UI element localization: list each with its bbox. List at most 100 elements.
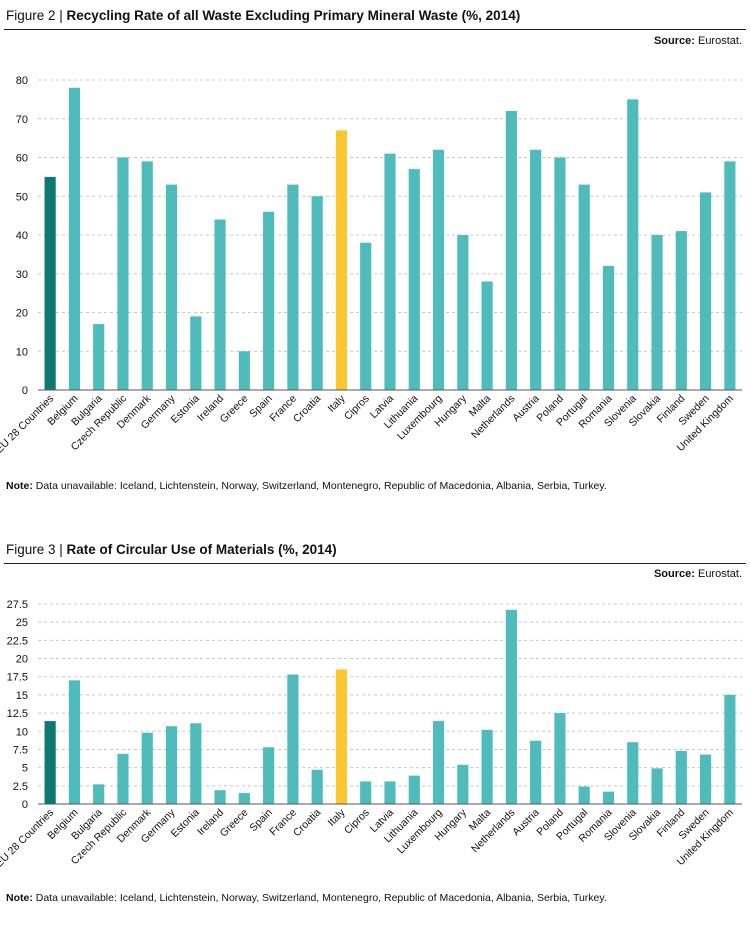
chart-3-y-tick-label: 17.5 bbox=[7, 672, 28, 684]
chart-2-bar-eu-28-countries bbox=[44, 176, 56, 390]
chart-3-bar-france bbox=[287, 674, 299, 804]
chart-2-bar-poland bbox=[554, 157, 566, 390]
chart-2-bar-bulgaria bbox=[93, 324, 105, 390]
chart-3-y-tick-label: 20 bbox=[16, 654, 28, 666]
chart-2-y-tick-label: 80 bbox=[16, 75, 28, 87]
chart-2-bar-cipros bbox=[360, 242, 372, 390]
chart-3-bar-eu-28-countries bbox=[44, 721, 56, 804]
chart-3-y-tick-label: 10 bbox=[16, 726, 28, 738]
chart-2-bar-latvia bbox=[384, 153, 396, 390]
chart-2-bar-austria bbox=[530, 149, 542, 390]
chart-3-bar-bulgaria bbox=[93, 784, 105, 804]
figure-3-title: Figure 3 | Rate of Circular Use of Mater… bbox=[6, 542, 337, 557]
figure-2-note-label: Note: bbox=[6, 480, 33, 492]
chart-3-bar-slovenia bbox=[627, 742, 639, 804]
chart-2-y-tick-label: 30 bbox=[16, 269, 28, 281]
chart-3-bar-portugal bbox=[578, 786, 590, 804]
figure-2-title: Figure 2 | Recycling Rate of all Waste E… bbox=[6, 8, 520, 23]
figure-3-note: Note: Data unavailable: Iceland, Lichten… bbox=[6, 892, 607, 904]
chart-2-bar-croatia bbox=[311, 196, 323, 390]
chart-3-x-tick-label: Croatia bbox=[291, 807, 324, 840]
figure-3-note-label: Note: bbox=[6, 892, 33, 904]
figure-2-note: Note: Data unavailable: Iceland, Lichten… bbox=[6, 480, 607, 492]
chart-3-bar-denmark bbox=[141, 732, 153, 804]
figure-2-title-text: Recycling Rate of all Waste Excluding Pr… bbox=[66, 8, 521, 23]
chart-2-y-tick-label: 50 bbox=[16, 191, 28, 203]
chart-3-bar-poland bbox=[554, 713, 566, 804]
chart-3-y-tick-label: 2.5 bbox=[13, 781, 28, 793]
figure-2-title-rule bbox=[4, 29, 746, 30]
chart-3-bar-czech-republic bbox=[117, 753, 129, 804]
chart-3-y-tick-label: 5 bbox=[22, 763, 28, 775]
figure-2-source: Source: Eurostat. bbox=[654, 35, 742, 47]
chart-2-bar-italy bbox=[335, 130, 348, 390]
figure-2-note-text: Data unavailable: Iceland, Lichtenstein,… bbox=[32, 480, 607, 492]
chart-2-x-tick-label: Cipros bbox=[342, 393, 372, 423]
chart-3-y-tick-label: 25 bbox=[16, 617, 28, 629]
chart-3-bar-latvia bbox=[384, 781, 396, 804]
chart-3-bar-finland bbox=[675, 750, 687, 804]
chart-2-bar-hungary bbox=[457, 235, 469, 390]
chart-2-bar-romania bbox=[602, 266, 615, 390]
chart-3-bar-belgium bbox=[68, 680, 80, 804]
chart-2-bar-slovakia bbox=[651, 235, 663, 390]
chart-3-bar-greece bbox=[238, 793, 250, 804]
chart-3-bar-estonia bbox=[190, 723, 202, 804]
figure-2-source-value: Eurostat. bbox=[694, 35, 742, 47]
chart-3-bar-romania bbox=[602, 791, 615, 804]
chart-2-bar-spain bbox=[263, 211, 275, 390]
chart-3-bar-italy bbox=[335, 669, 348, 804]
chart-2-bar-belgium bbox=[68, 87, 80, 390]
chart-3-bar-united-kingdom bbox=[724, 694, 736, 804]
chart-3-y-tick-label: 15 bbox=[16, 690, 28, 702]
chart-3-x-tick-label: Greece bbox=[218, 807, 251, 840]
chart-2-bar-slovenia bbox=[627, 99, 639, 390]
chart-2-bar-portugal bbox=[578, 184, 590, 390]
chart-3-y-tick-label: 12.5 bbox=[7, 708, 28, 720]
chart-2-bar-malta bbox=[481, 281, 493, 390]
chart-3-bar-malta bbox=[481, 729, 493, 804]
chart-2-y-tick-label: 40 bbox=[16, 230, 28, 242]
chart-2-y-tick-label: 10 bbox=[16, 346, 28, 358]
chart-3-bar-ireland bbox=[214, 790, 226, 804]
chart-2-bar-denmark bbox=[141, 161, 153, 390]
chart-2-y-tick-label: 20 bbox=[16, 308, 28, 320]
chart-2-x-tick-label: EU 28 Countries bbox=[0, 393, 56, 456]
chart-3-bar-hungary bbox=[457, 764, 469, 804]
figure-3-note-text: Data unavailable: Iceland, Lichtenstein,… bbox=[32, 892, 607, 904]
figure-3-title-rule bbox=[4, 563, 746, 564]
chart-2-bar-ireland bbox=[214, 219, 226, 390]
chart-3-bar-spain bbox=[263, 747, 275, 804]
chart-2-bar-united-kingdom bbox=[724, 161, 736, 390]
chart-2-bar-finland bbox=[675, 231, 687, 390]
chart-2-x-tick-label: Croatia bbox=[291, 393, 324, 426]
chart-3-y-tick-label: 0 bbox=[22, 799, 28, 811]
figure-2-number: Figure 2 | bbox=[6, 8, 67, 23]
chart-2-x-tick-label: Greece bbox=[218, 393, 251, 426]
chart-2-bar-sweden bbox=[700, 192, 712, 390]
chart-3-y-tick-label: 27.5 bbox=[7, 599, 28, 611]
chart-3-x-tick-label: Cipros bbox=[342, 807, 372, 837]
figure-3-title-text: Rate of Circular Use of Materials (%, 20… bbox=[66, 542, 337, 557]
chart-3-x-tick-label: EU 28 Countries bbox=[0, 807, 56, 870]
chart-2-y-tick-label: 0 bbox=[22, 385, 28, 397]
chart-3-y-tick-label: 7.5 bbox=[13, 744, 28, 756]
chart-3-bar-luxembourg bbox=[432, 721, 445, 804]
figure-3-source: Source: Eurostat. bbox=[654, 568, 742, 580]
chart-2-bar-germany bbox=[165, 184, 178, 390]
figure-3-number: Figure 3 | bbox=[6, 542, 67, 557]
chart-2-bar-lithuania bbox=[408, 169, 420, 390]
chart-3-bar-croatia bbox=[311, 769, 323, 804]
chart-3-bar-sweden bbox=[700, 754, 712, 804]
figure-2-source-label: Source: bbox=[653, 35, 695, 47]
chart-2-bar-czech-republic bbox=[117, 157, 129, 390]
chart-3-bar-lithuania bbox=[408, 775, 420, 804]
chart-3-bar-cipros bbox=[360, 781, 372, 804]
chart-3-y-tick-label: 22.5 bbox=[7, 635, 28, 647]
chart-2-bar-greece bbox=[238, 351, 250, 390]
chart-2-bar-france bbox=[287, 184, 299, 390]
figure-3-source-label: Source: bbox=[653, 568, 695, 580]
chart-2-y-tick-label: 70 bbox=[16, 114, 28, 126]
figure-3-source-value: Eurostat. bbox=[694, 568, 742, 580]
